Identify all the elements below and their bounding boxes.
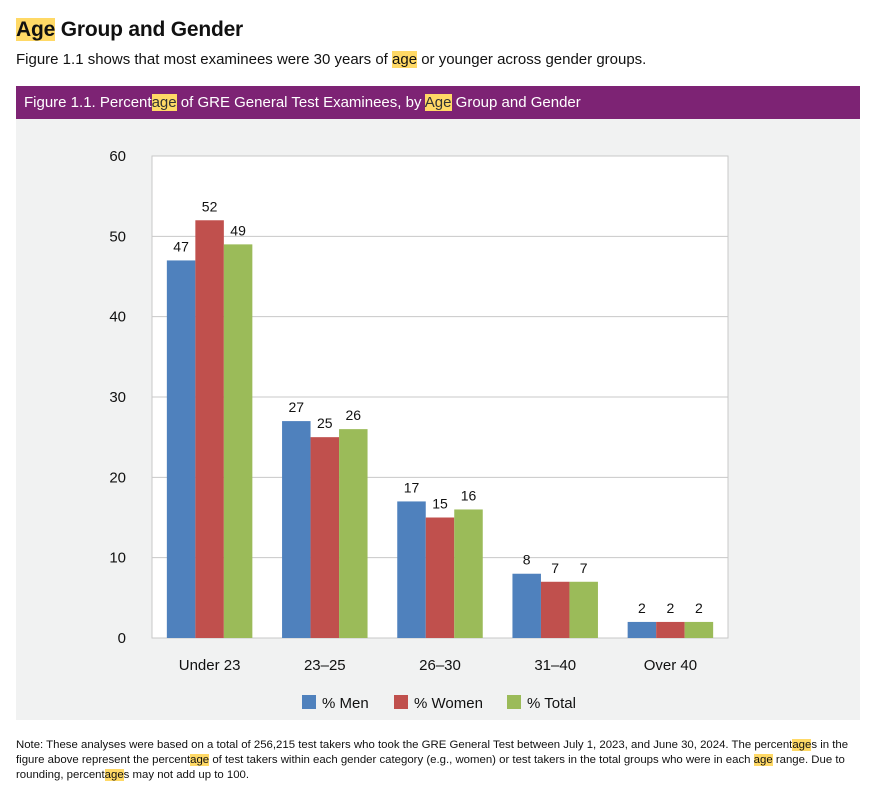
bar-men bbox=[282, 421, 311, 638]
x-tick-label: Under 23 bbox=[179, 657, 241, 674]
bar-women bbox=[540, 581, 570, 638]
search-highlight: age bbox=[392, 51, 418, 68]
search-highlight: age bbox=[104, 769, 124, 781]
y-tick-label: 30 bbox=[109, 389, 126, 406]
bar-women bbox=[310, 437, 340, 638]
bar-women bbox=[425, 517, 455, 638]
search-highlight: age bbox=[792, 739, 812, 751]
y-tick-label: 50 bbox=[109, 228, 126, 245]
y-tick-label: 10 bbox=[109, 550, 126, 567]
legend-swatch bbox=[302, 695, 316, 709]
data-label: 7 bbox=[580, 560, 588, 576]
y-tick-label: 40 bbox=[109, 309, 126, 326]
search-highlight: Age bbox=[424, 94, 452, 111]
legend-swatch bbox=[507, 695, 521, 709]
bar-men bbox=[166, 260, 196, 638]
bar-men bbox=[627, 621, 657, 638]
bar-men bbox=[397, 501, 426, 638]
figure-note: Note: These analyses were based on a tot… bbox=[16, 739, 849, 781]
data-label: 2 bbox=[695, 600, 703, 616]
y-tick-label: 20 bbox=[109, 469, 126, 486]
legend-label: % Total bbox=[527, 695, 576, 712]
data-label: 8 bbox=[523, 552, 531, 568]
data-label: 2 bbox=[638, 600, 646, 616]
bar-women bbox=[195, 220, 224, 638]
data-label: 17 bbox=[404, 479, 420, 495]
legend-swatch bbox=[394, 695, 408, 709]
bar-total bbox=[684, 621, 714, 638]
data-label: 47 bbox=[173, 238, 189, 254]
bar-women bbox=[656, 621, 685, 638]
data-label: 26 bbox=[346, 407, 362, 423]
figure-title-bar: Figure 1.1. Percentage of GRE General Te… bbox=[16, 86, 860, 119]
x-tick-label: 31–40 bbox=[534, 657, 576, 674]
data-label: 7 bbox=[551, 560, 559, 576]
chart-panel: 0 10 20 30 40 50 60 47 52 49 Under 23 27 25 26 23–25 17… bbox=[16, 119, 860, 720]
bar-total bbox=[223, 244, 253, 638]
search-highlight: Age bbox=[16, 18, 56, 41]
bar-total bbox=[454, 509, 483, 638]
data-label: 16 bbox=[461, 487, 477, 503]
data-label: 49 bbox=[230, 222, 246, 238]
search-highlight: age bbox=[151, 94, 177, 111]
data-label: 25 bbox=[317, 415, 333, 431]
search-highlight: age bbox=[190, 754, 210, 766]
data-label: 52 bbox=[202, 198, 218, 214]
bar-total bbox=[569, 581, 598, 638]
x-tick-label: 26–30 bbox=[419, 657, 461, 674]
bar-men bbox=[512, 573, 541, 638]
data-label: 15 bbox=[432, 496, 448, 512]
x-tick-label: Over 40 bbox=[644, 657, 697, 674]
bar-total bbox=[339, 429, 368, 638]
section-heading: Age Group and Gender bbox=[16, 18, 244, 41]
x-tick-label: 23–25 bbox=[304, 657, 346, 674]
legend-label: % Women bbox=[414, 695, 483, 712]
data-label: 2 bbox=[667, 600, 675, 616]
y-tick-label: 0 bbox=[118, 630, 126, 647]
data-label: 27 bbox=[289, 399, 305, 415]
search-highlight: age bbox=[753, 754, 773, 766]
legend-label: % Men bbox=[322, 695, 369, 712]
intro-paragraph: Figure 1.1 shows that most examinees wer… bbox=[16, 51, 647, 68]
y-tick-label: 60 bbox=[109, 148, 126, 165]
